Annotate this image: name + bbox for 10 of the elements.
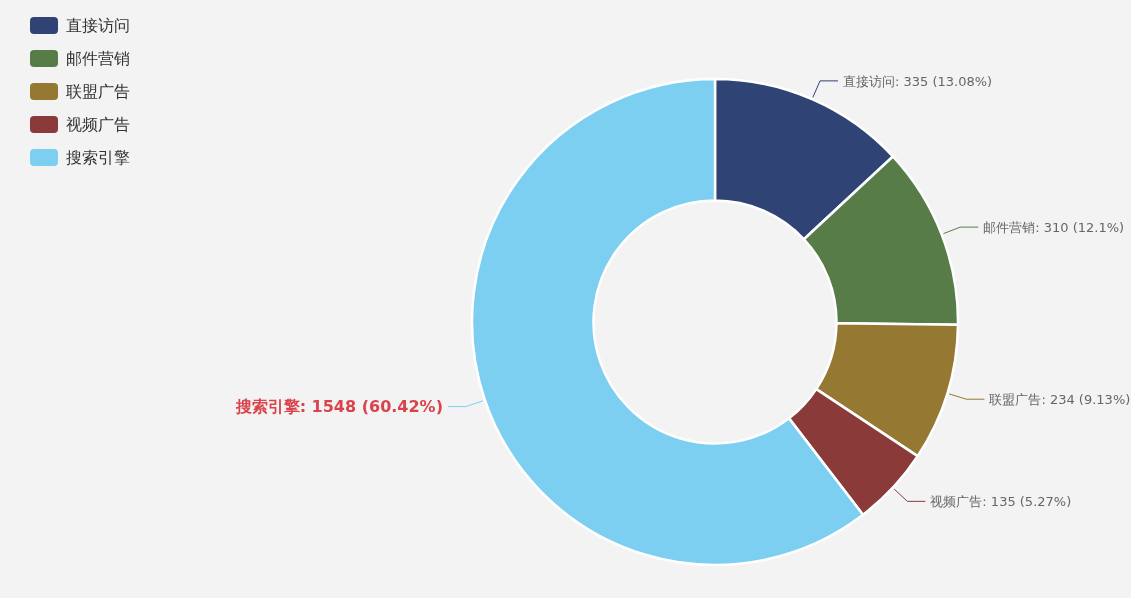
data-label: 视频广告: 135 (5.27%) — [930, 494, 1072, 510]
legend-label: 视频广告 — [66, 115, 130, 134]
legend-label: 直接访问 — [66, 16, 130, 35]
legend-label: 搜索引擎 — [66, 148, 130, 167]
data-label: 直接访问: 335 (13.08%) — [843, 73, 993, 89]
data-label: 搜索引擎: 1548 (60.42%) — [234, 396, 443, 416]
legend-label: 联盟广告 — [66, 82, 130, 101]
data-label: 邮件营销: 310 (12.1%) — [983, 220, 1125, 236]
data-label: 联盟广告: 234 (9.13%) — [989, 392, 1131, 408]
legend-label: 邮件营销 — [66, 49, 130, 68]
